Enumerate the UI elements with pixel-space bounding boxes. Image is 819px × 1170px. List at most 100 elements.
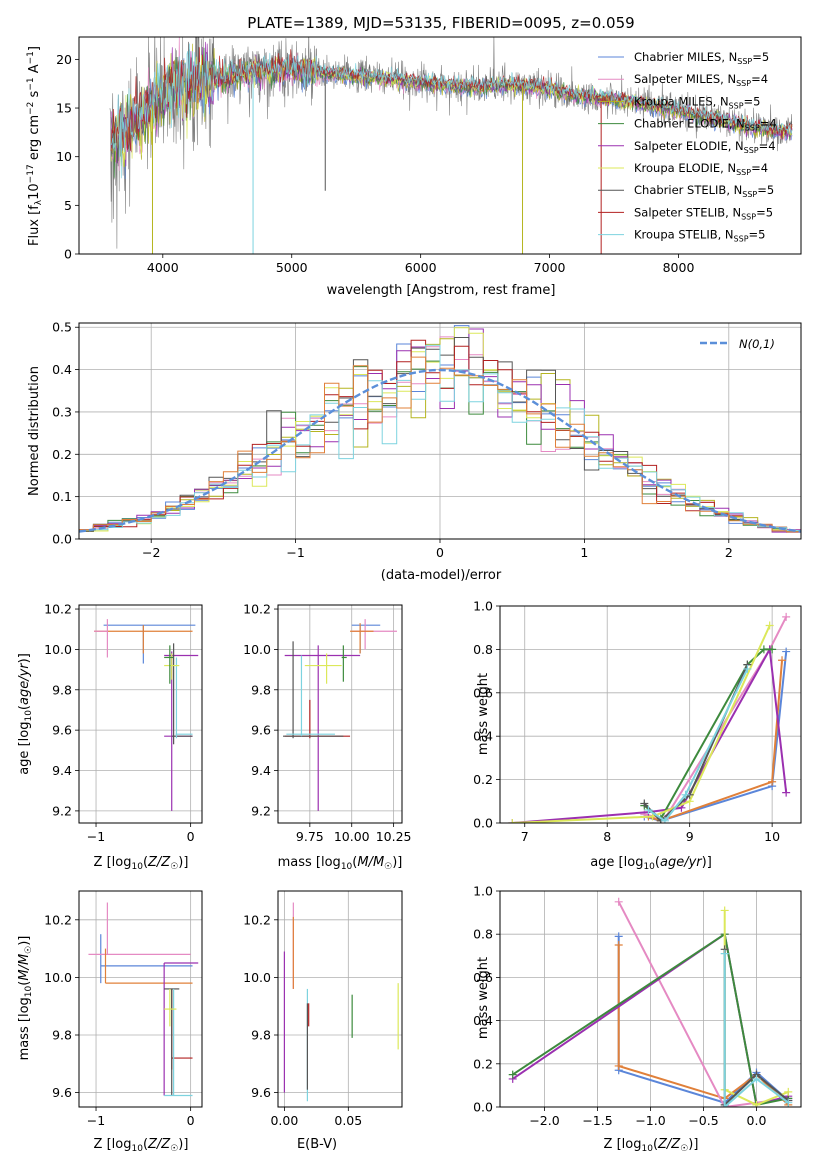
xtick-label: 10.25 [376,829,412,844]
massweight-vs-Z-yticks: 0.0 0.2 0.4 0.6 0.8 1.0 [473,884,500,1115]
legend-label: Kroupa MILES, NSSP=5 [634,94,760,110]
ytick-label: 0.5 [52,320,72,335]
spectrum-xlabel: wavelength [Angstrom, rest frame] [327,283,556,298]
ytick-label: 1.0 [473,884,493,899]
weight-series [644,664,752,823]
panel-age-vs-Z: Z [log10(Z/Z☉)] age [log10(age/yr)] −1 0 9… [17,602,203,872]
panel-massweight-vs-Z: Z [log10(Z/Z☉)] mass weight −2.0 −1.5 −1.0… [473,884,802,1154]
weight-line [648,660,783,822]
ytick-label: 0.0 [473,816,493,831]
ytick-label: 0.2 [52,447,72,462]
ytick-label: 1.0 [473,599,493,614]
ytick-label: 5 [64,198,72,213]
weight-marker [644,805,653,814]
legend-label: Salpeter STELIB, NSSP=5 [634,205,773,221]
weight-line [647,668,749,823]
mass-vs-Z-yticks: 9.6 9.8 10.0 10.2 [44,912,79,1100]
age-vs-mass-frame [277,604,403,824]
error-bar-point [284,645,361,811]
ytick-label: 9.8 [251,1028,271,1043]
panel-mass-vs-Z: Z [log10(Z/Z☉)] mass [log10(M/M☉)] −1 0 9.… [17,890,203,1154]
massweight-vs-age-yticks: 0.0 0.2 0.4 0.6 0.8 1.0 [473,599,500,831]
error-bar-point [171,643,193,745]
wZ-xlabel: Z [log10(Z/Z☉)] [604,1137,699,1154]
ytick-label: 9.8 [52,682,72,697]
error-bar-point [304,653,342,684]
weight-marker [759,645,768,654]
xtick-label: 1 [580,545,588,560]
ytick-label: 9.6 [251,723,271,738]
xtick-label: 0.0 [747,1113,767,1128]
wAge-xlabel: age [log10(age/yr)] [590,855,712,872]
xtick-label: −1.0 [635,1113,665,1128]
ytick-label: 0.2 [473,1056,493,1071]
xtick-label: 6000 [405,260,437,275]
age-vs-Z-grid [79,605,202,823]
ytick-label: 0.8 [473,642,493,657]
spectrum-yticks: 0 5 10 15 20 [56,52,79,262]
xtick-label: 7000 [534,260,566,275]
xtick-label: −1.5 [582,1113,612,1128]
massweight-vs-age-frame [499,605,802,824]
xtick-label: 5000 [276,260,308,275]
panel-residuals: (data-model)/error Normed distribution −… [27,320,802,583]
error-bar-point [88,902,191,955]
xtick-label: 10.00 [334,829,370,844]
ytick-label: 9.4 [251,763,271,778]
weight-series [720,949,793,1107]
ytick-label: 10.2 [243,912,271,927]
weight-marker [752,1074,761,1083]
mass-vs-Z-grid [79,891,202,1107]
ytick-label: 10.2 [44,912,72,927]
spectrum-lines [109,37,793,254]
model-spectrum [110,43,793,179]
massE-xlabel: E(B-V) [297,1137,337,1152]
ytick-label: 9.6 [52,723,72,738]
spectrum-legend: Chabrier MILES, NSSP=5 Salpeter MILES, NS… [598,50,777,244]
wAge-ylabel: mass weight [476,673,491,755]
weight-marker [640,799,649,808]
figure-title: PLATE=1389, MJD=53135, FIBERID=0095, z=0… [247,14,634,32]
error-bar-point [164,988,177,1027]
wZ-ylabel: mass weight [476,957,491,1039]
error-bar-point [163,962,199,1096]
weight-series [644,656,787,823]
ytick-label: 9.2 [251,803,271,818]
legend-label: Chabrier ELODIE, NSSP=4 [634,117,777,133]
mass-vs-EBV-points [283,902,399,1102]
mass-vs-Z-points [88,902,199,1097]
residuals-legend: N(0,1) [700,337,775,351]
normal-curve [79,368,801,533]
panel-spectrum: wavelength [Angstrom, rest frame] Flux [… [26,36,802,298]
weight-marker [614,1061,623,1070]
legend-label: Chabrier MILES, NSSP=5 [634,50,769,66]
ageM-xlabel: mass [log10(M/M☉)] [278,855,403,872]
ytick-label: 9.6 [251,1085,271,1100]
xtick-label: 9 [686,829,694,844]
spectrum-ylabel: Flux [fλ10−17 erg cm−2 s−1 A−1] [26,46,44,246]
ytick-label: 10.0 [243,970,271,985]
ageZ-ylabel: age [log10(age/yr)] [17,653,34,775]
massZ-ylabel: mass [log10(M/M☉)] [17,936,34,1061]
xtick-label: 0.00 [270,1113,298,1128]
ytick-label: 9.6 [52,1085,72,1100]
age-vs-mass-points [283,619,397,811]
weight-marker [614,897,623,906]
weight-marker [614,941,623,949]
weight-marker [508,1070,517,1079]
weight-marker [782,647,791,656]
mass-vs-EBV-grid [278,891,402,1107]
ytick-label: 10.0 [44,642,72,657]
xtick-label: 7 [521,829,529,844]
xtick-label: 4000 [147,260,179,275]
legend-label: Kroupa STELIB, NSSP=5 [634,228,765,244]
xtick-label: −2 [142,545,160,560]
age-vs-mass-xticks: 9.75 10.00 10.25 [296,823,412,844]
mass-vs-EBV-frame [277,890,403,1108]
weight-marker [752,1100,761,1107]
weight-marker [720,949,729,958]
residuals-yticks: 0.0 0.1 0.2 0.3 0.4 0.5 [52,320,79,547]
emission-line [493,37,495,89]
age-vs-Z-xticks: −1 0 [87,823,195,844]
weight-marker [660,816,669,823]
